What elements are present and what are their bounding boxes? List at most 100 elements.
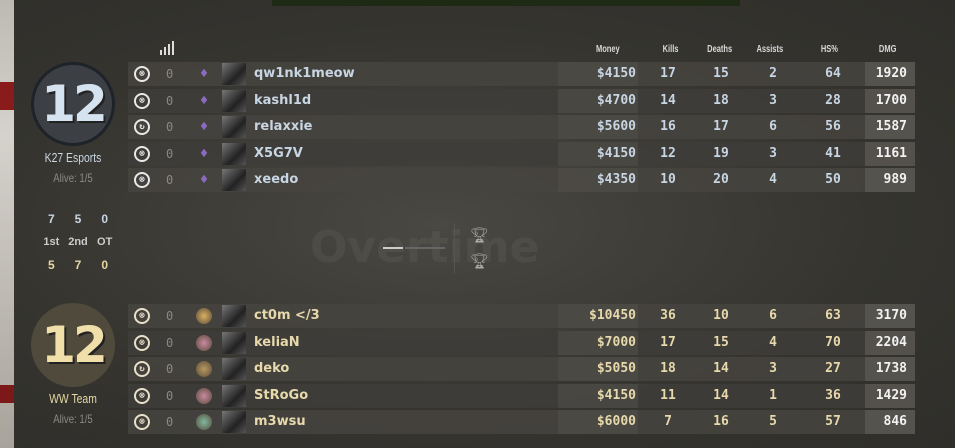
player-zero-value: 0 (166, 335, 174, 350)
player-name[interactable]: kashl1d (254, 92, 312, 108)
player-zero-value: 0 (166, 93, 174, 108)
player-name[interactable]: deko (254, 361, 290, 376)
player-name[interactable]: StRoGo (254, 387, 309, 403)
avatar[interactable] (222, 358, 246, 380)
column-header-money[interactable]: Money (595, 44, 620, 55)
player-name[interactable]: relaxxie (254, 119, 313, 134)
rank-icon (196, 308, 212, 324)
player-hs: 27 (825, 361, 841, 376)
player-row[interactable]: ⊗ 0 ct0m </3 $10450 36 10 6 63 3170 (128, 304, 915, 328)
column-header-kills[interactable]: Kills (662, 44, 679, 55)
player-deaths: 19 (713, 145, 729, 161)
avatar[interactable] (222, 89, 246, 112)
player-dmg: 1161 (865, 141, 915, 166)
defuse-kit-icon: ⊗ (134, 172, 150, 188)
player-dmg: 3170 (865, 304, 915, 328)
player-dmg: 846 (865, 410, 915, 434)
player-row[interactable]: ⊗ 0 StRoGo $4150 11 14 1 36 1429 (128, 383, 915, 408)
player-row[interactable]: ⊗ 0 ♦ qw1nk1meow $4150 17 15 2 64 1920 (128, 62, 915, 86)
player-assists: 4 (769, 334, 777, 350)
player-row[interactable]: ↻ 0 deko $5050 18 14 3 27 1738 (128, 357, 915, 381)
player-money: $4150 (558, 383, 638, 408)
avatar[interactable] (222, 169, 246, 191)
player-zero-value: 0 (166, 362, 174, 376)
avatar[interactable] (222, 331, 246, 354)
player-dmg: 989 (865, 168, 915, 192)
t-player-list: ⊗ 0 ct0m </3 $10450 36 10 6 63 3170 ⊗ 0 … (128, 304, 915, 437)
player-zero-value: 0 (166, 388, 174, 403)
player-row[interactable]: ⊗ 0 m3wsu $6000 7 16 5 57 846 (128, 410, 915, 434)
player-hs: 70 (825, 334, 841, 350)
player-row[interactable]: ⊗ 0 ♦ kashl1d $4700 14 18 3 28 1700 (128, 88, 915, 113)
rank-icon: ♦ (199, 92, 209, 109)
avatar[interactable] (222, 63, 246, 85)
player-assists: 2 (769, 66, 777, 81)
avatar[interactable] (222, 411, 246, 433)
avatar[interactable] (222, 116, 246, 138)
player-money: $4700 (558, 88, 638, 113)
rank-icon: ♦ (199, 119, 209, 135)
column-header-dmg[interactable]: DMG (878, 44, 897, 55)
player-kills: 14 (660, 92, 676, 108)
player-assists: 6 (769, 308, 777, 323)
player-name[interactable]: ct0m </3 (254, 308, 320, 323)
round-divider (405, 247, 445, 249)
rank-icon (196, 414, 212, 430)
player-assists: 6 (769, 119, 777, 134)
ct-team-info: 12 K27 Esports Alive: 1/5 (28, 62, 118, 185)
player-money: $5600 (558, 115, 638, 139)
player-name[interactable]: X5G7V (254, 145, 303, 161)
player-row[interactable]: ⊗ 0 ♦ xeedo $4350 10 20 4 50 989 (128, 168, 915, 192)
reload-icon: ↻ (134, 119, 150, 135)
player-kills: 11 (660, 387, 676, 403)
player-money: $4350 (558, 168, 638, 192)
background-scene (0, 0, 14, 448)
player-name[interactable]: keliaN (254, 334, 300, 350)
player-row[interactable]: ↻ 0 ♦ relaxxie $5600 16 17 6 56 1587 (128, 115, 915, 139)
trophy-icon: 🏆︎ (470, 226, 490, 244)
player-assists: 5 (769, 414, 777, 429)
avatar[interactable] (222, 305, 246, 327)
t-alive-count: Alive: 1/5 (53, 412, 93, 426)
rank-icon (196, 334, 212, 351)
avatar[interactable] (222, 142, 246, 165)
player-kills: 10 (660, 172, 676, 187)
defuse-kit-icon: ⊗ (134, 414, 150, 430)
player-name[interactable]: xeedo (254, 172, 299, 187)
player-money: $4150 (558, 62, 638, 86)
player-deaths: 10 (713, 308, 729, 323)
column-header-hs[interactable]: HS% (820, 44, 838, 55)
defuse-kit-icon: ⊗ (134, 145, 150, 162)
player-assists: 3 (769, 145, 777, 161)
half-divider (454, 223, 455, 273)
player-row[interactable]: ⊗ 0 ♦ X5G7V $4150 12 19 3 41 1161 (128, 141, 915, 166)
player-hs: 56 (825, 119, 841, 134)
player-dmg: 1429 (865, 383, 915, 408)
column-header-deaths[interactable]: Deaths (707, 44, 733, 55)
player-hs: 57 (825, 414, 841, 429)
column-header-assists[interactable]: Assists (756, 44, 784, 55)
player-hs: 41 (825, 145, 841, 161)
player-hs: 50 (825, 172, 841, 187)
player-kills: 12 (660, 145, 676, 161)
defuse-kit-icon: ⊗ (134, 308, 150, 324)
player-kills: 17 (660, 334, 676, 350)
t-team-info: 12 WW Team Alive: 1/5 (28, 303, 118, 426)
rank-icon: ♦ (199, 145, 209, 162)
avatar[interactable] (222, 384, 246, 407)
top-hud-image (272, 0, 740, 6)
player-name[interactable]: m3wsu (254, 414, 306, 429)
t-team-score: 12 (31, 303, 115, 387)
half-scores: 7 5 0 1st 2nd OT 5 7 0 (38, 212, 118, 272)
defuse-kit-icon: ⊗ (134, 387, 150, 404)
player-row[interactable]: ⊗ 0 keliaN $7000 17 15 4 70 2204 (128, 330, 915, 355)
player-dmg: 1700 (865, 88, 915, 113)
bomb-icon (383, 247, 403, 249)
player-dmg: 2204 (865, 330, 915, 355)
reload-icon: ↻ (134, 361, 150, 377)
player-kills: 17 (660, 66, 676, 81)
player-assists: 3 (769, 361, 777, 376)
player-hs: 28 (825, 92, 841, 108)
player-name[interactable]: qw1nk1meow (254, 66, 355, 81)
ct-alive-count: Alive: 1/5 (53, 171, 93, 185)
